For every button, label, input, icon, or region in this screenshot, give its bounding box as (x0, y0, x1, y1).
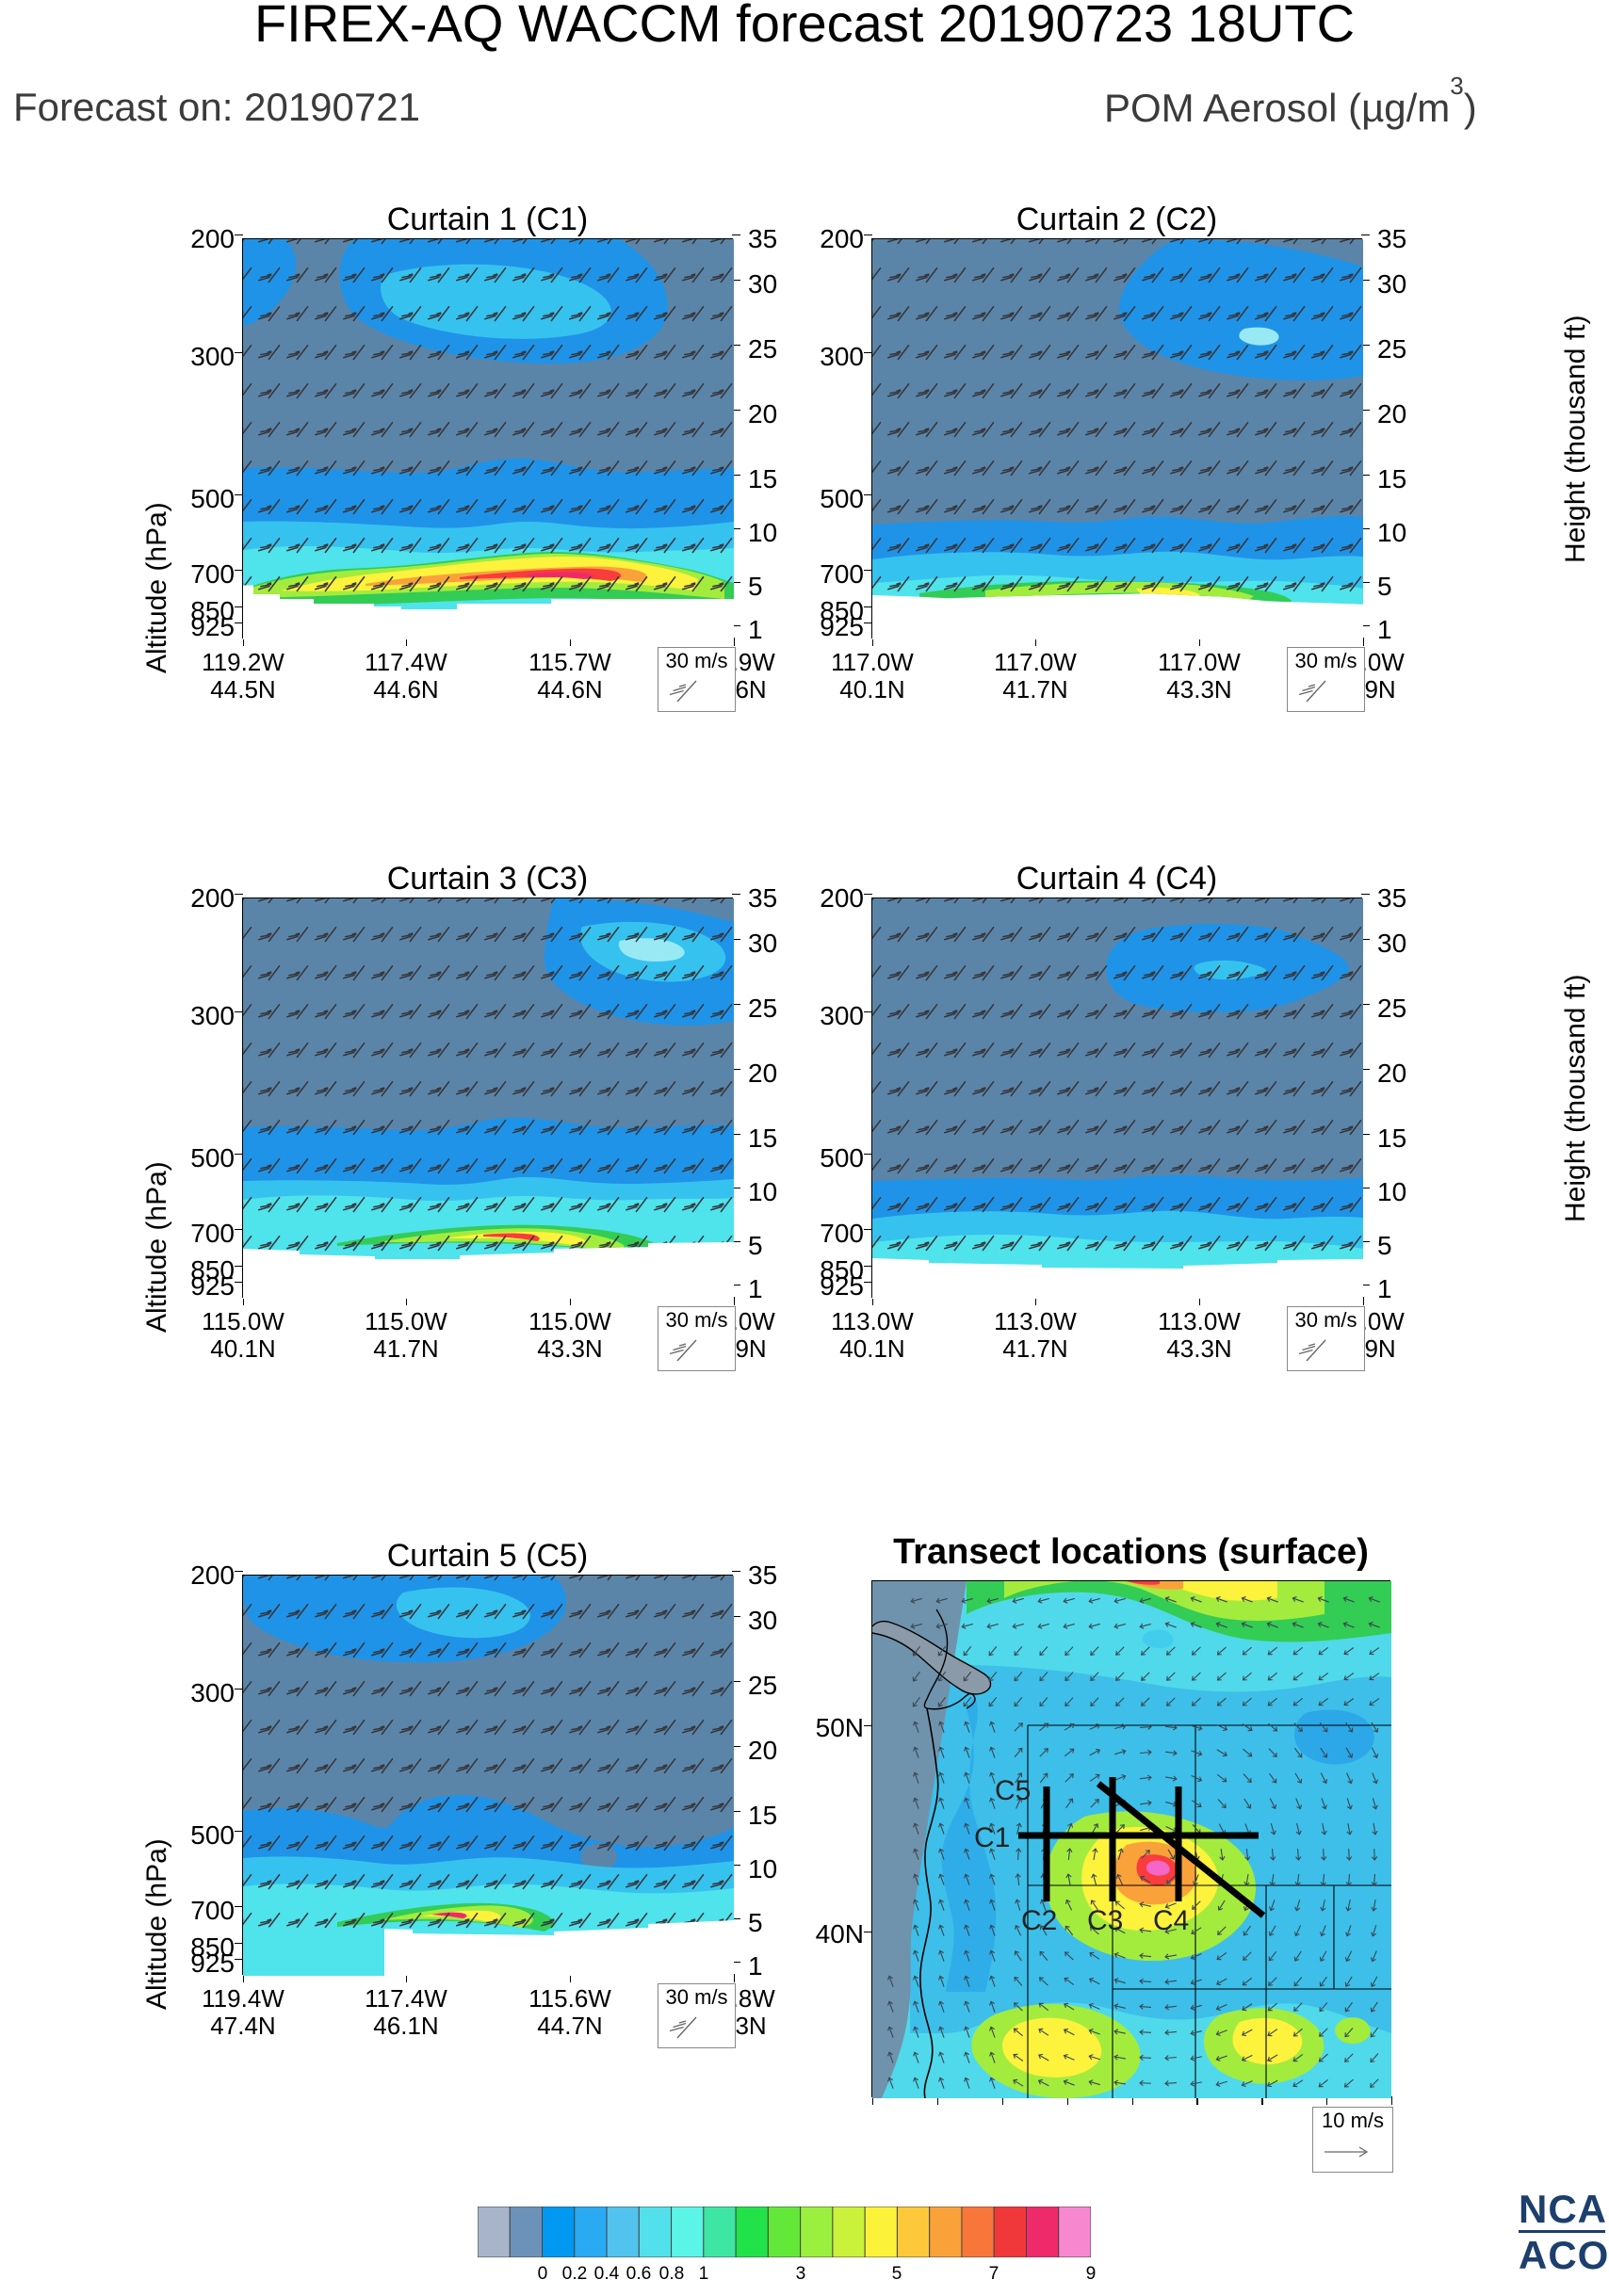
svg-text:C2: C2 (1021, 1905, 1057, 1936)
svg-text:C1: C1 (974, 1822, 1010, 1853)
svg-text:C4: C4 (1153, 1905, 1189, 1936)
svg-text:C5: C5 (995, 1775, 1031, 1806)
svg-text:C3: C3 (1087, 1905, 1123, 1936)
